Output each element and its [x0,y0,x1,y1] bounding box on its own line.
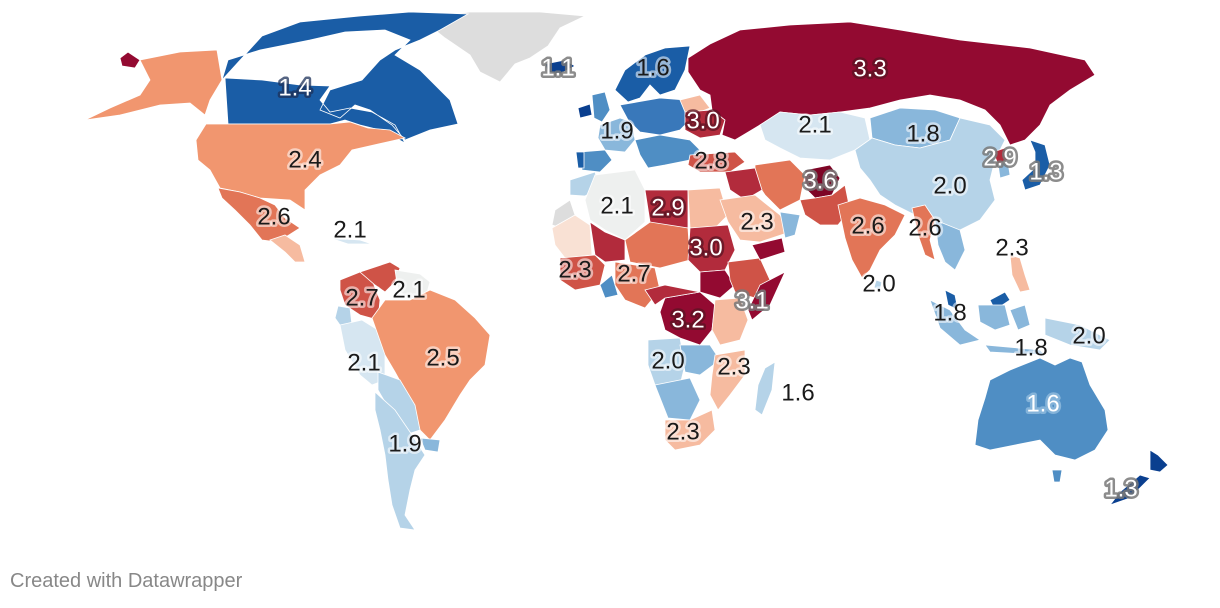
country-zambia[interactable] [679,344,721,376]
country-egypt[interactable] [687,187,729,229]
value-label: 1.8 [933,300,966,327]
country-kenya-tanzania[interactable] [711,297,749,346]
country-iberia[interactable] [579,149,613,173]
datawrapper-credit[interactable]: Created with Datawrapper [10,570,243,592]
value-label: 2.0 [651,348,684,375]
country-saudi-arabia[interactable] [719,194,791,243]
value-label: 2.0 [1072,323,1105,350]
value-label: 3.2 [671,307,704,334]
country-japan[interactable] [1021,139,1051,191]
country-south-sudan[interactable] [699,269,736,299]
value-label: 1.9 [600,118,633,145]
value-label: 1.3 [1104,476,1137,503]
value-label: 1.3 [1029,159,1062,186]
country-scandinavia[interactable] [614,45,691,103]
value-label: 2.1 [798,112,831,139]
country-somalia[interactable] [747,271,786,321]
value-label: 2.5 [426,345,459,372]
country-portugal[interactable] [575,151,585,169]
value-label: 1.1 [541,55,574,82]
value-label: 3.6 [803,168,836,195]
value-label: 2.3 [717,354,750,381]
value-label: 2.4 [288,147,321,174]
country-china[interactable] [854,117,1006,231]
country-mexico[interactable] [217,187,301,243]
value-label: 2.7 [617,261,650,288]
value-label: 2.3 [666,419,699,446]
value-label: 2.6 [908,215,941,242]
country-nigeria[interactable] [614,261,661,309]
value-label: 2.0 [862,271,895,298]
value-label: 2.0 [933,173,966,200]
value-label: 2.3 [740,209,773,236]
value-label: 2.9 [651,195,684,222]
country-sri-lanka[interactable] [873,279,883,291]
country-russia-chukotka[interactable] [119,51,141,69]
country-central-europe[interactable] [619,97,691,136]
country-madagascar[interactable] [754,361,776,416]
value-label: 2.1 [347,350,380,377]
value-label: 2.3 [995,235,1028,262]
value-labels: 1.4 1.1 2.4 2.6 2.1 2.7 2.1 2.1 2.5 1.9 1.6 1.9 3.0 3… [255,52,1140,505]
value-label: 1.6 [781,380,814,407]
value-label: 1.9 [388,431,421,458]
country-greenland[interactable] [419,11,587,83]
country-central-america[interactable] [269,234,306,263]
country-mozambique[interactable] [709,349,746,411]
value-label: 2.1 [392,277,425,304]
value-label: 1.6 [1026,391,1059,418]
country-myanmar[interactable] [911,204,936,261]
value-label: 1.8 [906,121,939,148]
value-label: 3.3 [853,56,886,83]
value-label: 3.0 [686,108,719,135]
value-label: 1.8 [1014,335,1047,362]
country-philippines[interactable] [1009,254,1031,293]
country-indonesia[interactable] [929,299,1047,356]
country-united-kingdom[interactable] [591,91,611,123]
country-north-korea[interactable] [992,147,1009,165]
country-brazil[interactable] [371,289,491,441]
value-label: 2.6 [257,204,290,231]
country-south-korea[interactable] [997,161,1011,179]
country-ireland[interactable] [577,103,593,119]
value-label: 2.9 [983,145,1016,172]
country-cuba[interactable] [329,237,373,245]
value-label: 2.6 [851,213,884,240]
value-label: 3.1 [735,288,768,315]
country-oman-uae[interactable] [779,211,801,239]
value-label: 2.3 [558,257,591,284]
country-venezuela[interactable] [359,261,401,293]
country-france[interactable] [597,117,636,153]
country-central-africa[interactable] [644,284,701,306]
country-iceland[interactable] [544,59,576,75]
country-yemen[interactable] [751,237,786,261]
country-canada[interactable] [221,11,470,144]
country-ghana-area[interactable] [599,274,619,299]
value-label: 2.1 [600,193,633,220]
value-label: 2.1 [333,217,366,244]
country-papua-new-guinea[interactable] [1044,317,1111,351]
country-new-zealand[interactable] [1108,449,1169,506]
country-us-alaska[interactable] [84,49,223,121]
countries-layer [84,11,1169,531]
value-label: 1.6 [636,55,669,82]
country-russia[interactable] [687,21,1096,146]
country-iraq-syria[interactable] [724,167,763,201]
value-label: 2.7 [345,285,378,312]
country-south-africa[interactable] [664,409,716,451]
world-choropleth-map: 1.4 1.1 2.4 2.6 2.1 2.7 2.1 2.1 2.5 1.9 1.6 1.9 3.0 3… [84,11,1169,531]
value-label: 1.4 [278,75,311,102]
value-label: 2.8 [694,148,727,175]
value-label: 3.0 [689,235,722,262]
country-namibia-botswana[interactable] [654,377,701,421]
country-australia[interactable] [974,357,1109,461]
country-argentina-chile[interactable] [374,391,426,531]
country-tasmania[interactable] [1051,469,1063,483]
country-se-asia[interactable] [934,219,966,271]
country-uruguay[interactable] [419,437,441,453]
country-united-states[interactable] [195,121,407,211]
country-india[interactable] [837,197,906,279]
